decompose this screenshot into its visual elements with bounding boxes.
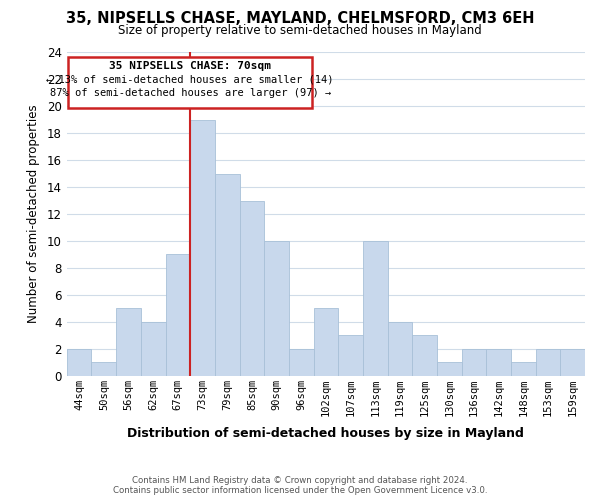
Text: Size of property relative to semi-detached houses in Mayland: Size of property relative to semi-detach…: [118, 24, 482, 37]
Bar: [338, 335, 363, 376]
Bar: [511, 362, 536, 376]
Bar: [190, 120, 215, 376]
Bar: [314, 308, 338, 376]
Bar: [461, 348, 486, 376]
Bar: [560, 348, 585, 376]
Bar: [486, 348, 511, 376]
Text: ← 13% of semi-detached houses are smaller (14): ← 13% of semi-detached houses are smalle…: [46, 74, 334, 85]
Bar: [239, 200, 264, 376]
Text: Contains public sector information licensed under the Open Government Licence v3: Contains public sector information licen…: [113, 486, 487, 495]
Bar: [215, 174, 239, 376]
Text: Contains HM Land Registry data © Crown copyright and database right 2024.: Contains HM Land Registry data © Crown c…: [132, 476, 468, 485]
Y-axis label: Number of semi-detached properties: Number of semi-detached properties: [27, 104, 40, 324]
Bar: [437, 362, 461, 376]
Bar: [166, 254, 190, 376]
Text: 87% of semi-detached houses are larger (97) →: 87% of semi-detached houses are larger (…: [50, 88, 331, 98]
Text: 35, NIPSELLS CHASE, MAYLAND, CHELMSFORD, CM3 6EH: 35, NIPSELLS CHASE, MAYLAND, CHELMSFORD,…: [66, 11, 534, 26]
Bar: [264, 241, 289, 376]
Bar: [141, 322, 166, 376]
Bar: [536, 348, 560, 376]
Bar: [363, 241, 388, 376]
Bar: [91, 362, 116, 376]
Bar: [67, 348, 91, 376]
Bar: [412, 335, 437, 376]
Text: 35 NIPSELLS CHASE: 70sqm: 35 NIPSELLS CHASE: 70sqm: [109, 61, 271, 71]
X-axis label: Distribution of semi-detached houses by size in Mayland: Distribution of semi-detached houses by …: [127, 427, 524, 440]
Bar: [289, 348, 314, 376]
Bar: [388, 322, 412, 376]
FancyBboxPatch shape: [68, 56, 313, 108]
Bar: [116, 308, 141, 376]
